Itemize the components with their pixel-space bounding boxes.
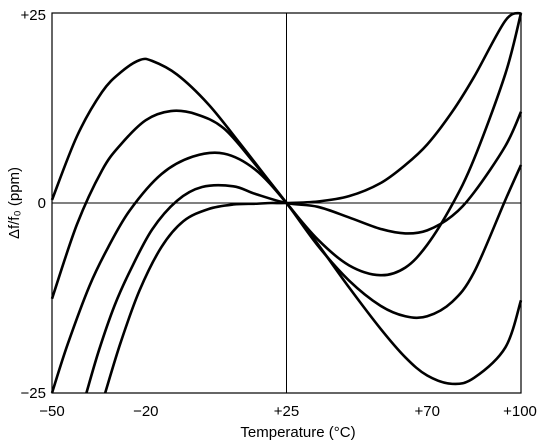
y-tick-label: −25 [21, 385, 46, 402]
curve-5 [103, 11, 522, 394]
x-tick-label: −50 [39, 403, 64, 420]
y-axis-title: Δf/f₀ (ppm) [6, 167, 23, 239]
y-tick-label: 0 [38, 195, 46, 212]
y-tick-label: +25 [21, 7, 46, 24]
x-tick-label: +25 [274, 403, 299, 420]
y-axis-tick-labels: +25 0 −25 [21, 7, 46, 402]
x-tick-label: −20 [133, 403, 158, 420]
x-tick-label: +70 [414, 403, 439, 420]
curve-4 [85, 111, 523, 394]
x-axis-tick-labels: −50 −20 +25 +70 +100 [39, 403, 537, 420]
x-axis-title: Temperature (°C) [240, 424, 355, 441]
curve-series-group [50, 11, 523, 394]
x-tick-label: +100 [503, 403, 537, 420]
